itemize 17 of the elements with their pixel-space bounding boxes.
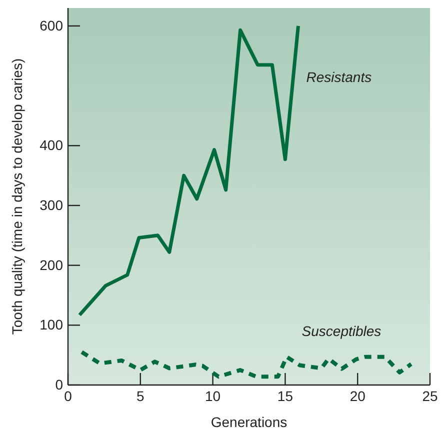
x-tick-label: 20 bbox=[350, 388, 366, 404]
line-series bbox=[78, 24, 300, 317]
x-tick-label: 5 bbox=[136, 388, 144, 404]
x-axis-title: Generations bbox=[210, 414, 288, 430]
y-tick-label: 600 bbox=[40, 17, 64, 34]
series-label: Susceptibles bbox=[302, 323, 382, 340]
x-tick-label: 25 bbox=[422, 388, 438, 404]
y-tick-label: 0 bbox=[55, 376, 64, 392]
y-axis-title: Tooth quality (time in days to develop caries) bbox=[9, 58, 25, 335]
series-label: Resistants bbox=[306, 68, 372, 85]
x-tick-label: 15 bbox=[277, 388, 294, 404]
y-tick-label: 300 bbox=[40, 196, 64, 213]
y-tick-label: 400 bbox=[40, 137, 64, 154]
line-series bbox=[80, 350, 414, 379]
x-tick-label: 10 bbox=[205, 388, 221, 404]
y-tick-label: 100 bbox=[40, 316, 64, 333]
y-tick-label: 200 bbox=[40, 256, 64, 273]
